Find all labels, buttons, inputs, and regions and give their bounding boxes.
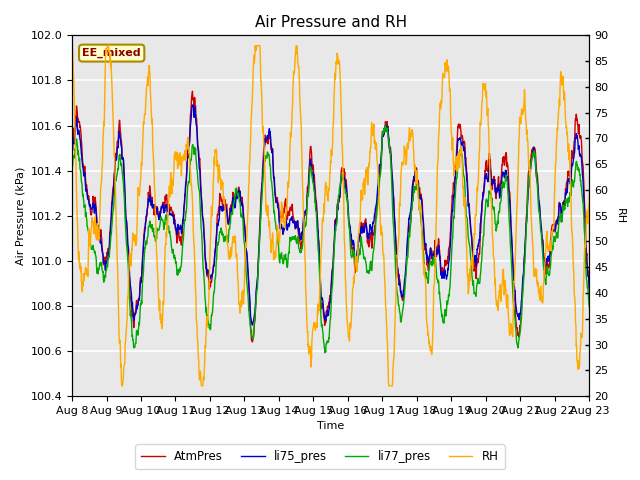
Legend: AtmPres, li75_pres, li77_pres, RH: AtmPres, li75_pres, li77_pres, RH <box>136 444 504 469</box>
li77_pres <box>298 246 306 252</box>
Line: RH: RH <box>72 46 589 386</box>
X-axis label: Time: Time <box>317 421 344 432</box>
AtmPres <box>129 314 137 320</box>
li77_pres <box>108 221 116 227</box>
li75_pres <box>108 202 116 207</box>
Text: EE_mixed: EE_mixed <box>83 48 141 58</box>
AtmPres <box>249 339 257 345</box>
AtmPres <box>364 232 371 238</box>
li77_pres <box>68 167 76 172</box>
li75_pres <box>289 214 296 219</box>
Line: li75_pres: li75_pres <box>72 105 589 325</box>
RH <box>68 48 76 54</box>
AtmPres <box>289 202 296 207</box>
li75_pres <box>68 153 76 159</box>
RH <box>299 191 307 197</box>
li75_pres <box>364 229 371 235</box>
li77_pres <box>363 269 371 275</box>
li75_pres <box>586 288 593 294</box>
RH <box>586 191 593 197</box>
AtmPres <box>308 163 316 169</box>
Y-axis label: RH: RH <box>615 208 625 224</box>
li77_pres <box>308 167 316 173</box>
li77_pres <box>287 235 295 241</box>
AtmPres <box>299 235 307 240</box>
AtmPres <box>586 284 593 290</box>
Line: li77_pres: li77_pres <box>72 125 589 353</box>
Line: AtmPres: AtmPres <box>72 91 589 342</box>
RH <box>130 238 138 243</box>
RH <box>118 383 125 389</box>
AtmPres <box>108 198 116 204</box>
RH <box>104 43 111 48</box>
RH <box>308 334 316 340</box>
RH <box>289 107 296 112</box>
li77_pres <box>321 350 329 356</box>
li75_pres <box>308 171 316 177</box>
RH <box>109 97 116 103</box>
RH <box>364 166 371 171</box>
AtmPres <box>189 88 196 94</box>
li75_pres <box>189 102 196 108</box>
li77_pres <box>381 122 389 128</box>
li77_pres <box>586 304 593 310</box>
li75_pres <box>249 322 257 328</box>
Y-axis label: Air Pressure (kPa): Air Pressure (kPa) <box>15 167 25 265</box>
li75_pres <box>299 226 307 231</box>
li77_pres <box>129 337 137 343</box>
AtmPres <box>68 138 76 144</box>
li75_pres <box>129 309 137 314</box>
Title: Air Pressure and RH: Air Pressure and RH <box>255 15 407 30</box>
